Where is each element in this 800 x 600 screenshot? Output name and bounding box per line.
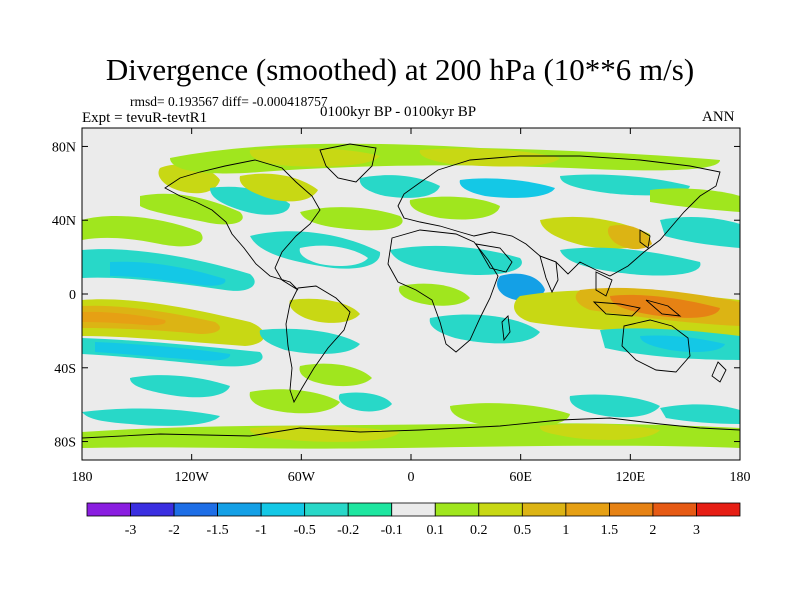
contour-negative (110, 261, 226, 286)
colorbar-label: 0.1 (427, 523, 445, 538)
colorbar-swatch (391, 502, 436, 517)
colorbar-swatch (434, 502, 480, 517)
colorbar-swatch (217, 502, 262, 517)
eurasia-outline (397, 155, 721, 277)
lat-tick-label: 80S (54, 436, 76, 451)
contour-negative (82, 408, 220, 426)
colorbar-label: -3 (125, 523, 137, 538)
contour-positive (419, 148, 560, 167)
contour-positive (650, 188, 740, 212)
contour-negative (569, 394, 660, 418)
lat-tick-label: 40N (52, 214, 76, 229)
contour-negative (640, 335, 725, 352)
contour-negative (259, 328, 360, 354)
plot-title: Divergence (smoothed) at 200 hPa (10**6 … (105, 52, 695, 87)
colorbar-label: -0.1 (381, 523, 403, 538)
colorbar-label: -0.2 (337, 523, 359, 538)
contour-positive (249, 148, 380, 167)
colorbar-label: 0.5 (514, 523, 532, 538)
colorbar-swatch (652, 502, 697, 517)
lon-tick-label: 60E (509, 470, 532, 485)
colorbar-swatch (260, 502, 306, 517)
new-zealand-outline (711, 361, 727, 383)
contour-positive (82, 216, 203, 247)
greenland-outline (319, 143, 377, 183)
contour-negative (660, 217, 740, 248)
contour-negative (130, 375, 230, 398)
indonesia-outline (592, 301, 641, 317)
colorbar-swatch (565, 502, 610, 517)
lon-tick-label: 180 (72, 470, 93, 485)
colorbar-swatch (173, 502, 218, 517)
contour-positive (450, 403, 570, 428)
colorbar-label: 3 (693, 523, 700, 538)
contour-negative (560, 247, 701, 276)
lon-tick-label: 120E (616, 470, 646, 485)
new-guinea-outline (645, 299, 682, 317)
colorbar-label: -1 (255, 523, 267, 538)
colorbar-label: -1.5 (207, 523, 229, 538)
contour-positive (82, 311, 166, 326)
colorbar-swatch (86, 502, 131, 517)
contour-positive (300, 207, 403, 231)
india-outline (539, 255, 559, 294)
contour-negative (497, 273, 545, 301)
coastlines (82, 143, 740, 439)
colorbar-label: 1.5 (601, 523, 619, 538)
experiment-label: Expt = tevuR-tevtR1 (82, 110, 208, 126)
lon-tick-label: 180 (730, 470, 751, 485)
longitude-axis: 180 120W 60W 0 60E 120E 180 (72, 128, 751, 485)
colorbar-label: 1 (562, 523, 569, 538)
colorbar-label: 0.2 (470, 523, 488, 538)
lat-tick-label: 40S (54, 362, 76, 377)
north-america-outline (164, 159, 321, 291)
japan-outline (639, 229, 651, 249)
divergence-field (82, 143, 740, 449)
madagascar-outline (501, 315, 511, 342)
lon-tick-label: 60W (288, 470, 316, 485)
contour-negative (95, 342, 231, 361)
season-label: ANN (702, 109, 735, 125)
lon-tick-label: 0 (408, 470, 415, 485)
colorbar-swatch (609, 502, 654, 517)
latitude-axis: 80N 40N 0 40S 80S (52, 140, 740, 451)
lon-tick-label: 120W (175, 470, 210, 485)
colorbar-swatch (696, 502, 741, 517)
colorbar-label: 2 (649, 523, 656, 538)
arabia-outline (475, 243, 513, 273)
contour-positive (539, 423, 660, 440)
contour-positive (299, 363, 372, 387)
australia-outline (621, 319, 691, 373)
antarctica-outline (82, 417, 740, 439)
contour-negative (338, 392, 392, 412)
colorbar: -3 -2 -1.5 -1 -0.5 -0.2 -0.1 0.1 0.2 0.5 1 1.5 2 3 (86, 502, 741, 538)
contour-negative (390, 245, 522, 276)
colorbar-label: -2 (168, 523, 180, 538)
contour-positive (610, 294, 720, 318)
contour-negative (429, 314, 540, 344)
indochina-outline (595, 271, 613, 297)
south-america-outline (285, 285, 351, 404)
contour-positive (409, 196, 500, 220)
contour-positive (239, 173, 318, 202)
contour-positive (299, 245, 368, 266)
colorbar-swatch (521, 502, 567, 517)
colorbar-swatch (478, 502, 523, 517)
contour-negative (660, 404, 740, 424)
colorbar-swatch (304, 502, 349, 517)
lat-tick-label: 80N (52, 140, 76, 155)
contour-positive (140, 193, 243, 225)
contour-negative (459, 178, 555, 198)
stats-text: rmsd= 0.193567 diff= -0.000418757 (130, 94, 328, 109)
contour-negative (359, 175, 440, 198)
colorbar-label: -0.5 (294, 523, 316, 538)
period-label: 0100kyr BP - 0100kyr BP (320, 104, 477, 120)
colorbar-swatch (347, 502, 393, 517)
africa-outline (387, 229, 499, 353)
contour-positive (398, 283, 470, 306)
lat-tick-label: 0 (69, 288, 76, 303)
colorbar-swatch (130, 502, 175, 517)
